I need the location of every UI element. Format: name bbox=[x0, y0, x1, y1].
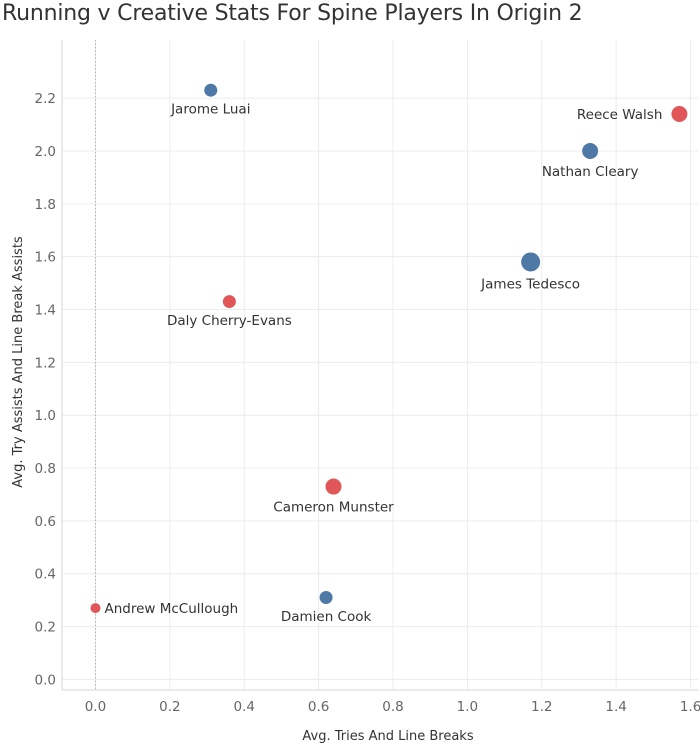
x-tick-label: 0.6 bbox=[308, 699, 329, 715]
data-point[interactable] bbox=[90, 603, 101, 614]
x-tick-label: 0.0 bbox=[85, 699, 106, 715]
y-tick-label: 1.4 bbox=[35, 303, 56, 319]
y-tick-label: 0.6 bbox=[35, 514, 56, 530]
x-tick-label: 1.6 bbox=[680, 699, 700, 715]
y-tick-label: 2.2 bbox=[35, 91, 56, 107]
tick-layer: 0.0 0.2 0.4 0.6 0.8 1.0 1.2 1.4 1.6 1.8 2.0 2.2 0.0 0… bbox=[35, 91, 700, 715]
y-tick-label: 0.0 bbox=[35, 672, 56, 688]
y-tick-label: 0.4 bbox=[35, 567, 56, 583]
x-tick-label: 1.4 bbox=[605, 699, 626, 715]
x-tick-label: 1.2 bbox=[531, 699, 552, 715]
point-label: Andrew McCullough bbox=[104, 601, 238, 617]
data-point[interactable] bbox=[325, 478, 342, 495]
point-label: Daly Cherry-Evans bbox=[167, 313, 292, 329]
y-tick-label: 0.8 bbox=[35, 461, 56, 477]
point-label: James Tedesco bbox=[480, 276, 580, 292]
y-axis-title: Avg. Try Assists And Line Break Assists bbox=[11, 236, 26, 488]
data-point[interactable] bbox=[521, 252, 541, 272]
y-tick-label: 1.2 bbox=[35, 355, 56, 371]
point-label-layer: Jarome Luai Reece Walsh Nathan Cleary James… bbox=[104, 102, 662, 625]
point-label: Damien Cook bbox=[281, 609, 372, 625]
x-tick-label: 0.8 bbox=[382, 699, 403, 715]
x-axis-title: Avg. Tries And Line Breaks bbox=[302, 729, 473, 744]
y-tick-label: 1.0 bbox=[35, 408, 56, 424]
data-point[interactable] bbox=[671, 105, 688, 122]
y-tick-label: 1.8 bbox=[35, 197, 56, 213]
data-point[interactable] bbox=[222, 295, 236, 309]
point-label: Jarome Luai bbox=[170, 102, 250, 118]
grid-layer bbox=[61, 40, 698, 691]
point-label: Cameron Munster bbox=[273, 500, 394, 516]
x-tick-label: 0.2 bbox=[159, 699, 180, 715]
point-label: Reece Walsh bbox=[577, 107, 663, 123]
data-point[interactable] bbox=[319, 591, 333, 605]
point-label: Nathan Cleary bbox=[542, 164, 639, 180]
y-tick-label: 2.0 bbox=[35, 144, 56, 160]
x-tick-label: 0.4 bbox=[234, 699, 255, 715]
y-tick-label: 1.6 bbox=[35, 250, 56, 266]
y-tick-label: 0.2 bbox=[35, 620, 56, 636]
data-point[interactable] bbox=[204, 83, 218, 97]
chart-title: Running v Creative Stats For Spine Playe… bbox=[2, 1, 583, 26]
x-tick-label: 1.0 bbox=[457, 699, 478, 715]
point-layer bbox=[90, 83, 688, 614]
data-point[interactable] bbox=[582, 142, 599, 159]
